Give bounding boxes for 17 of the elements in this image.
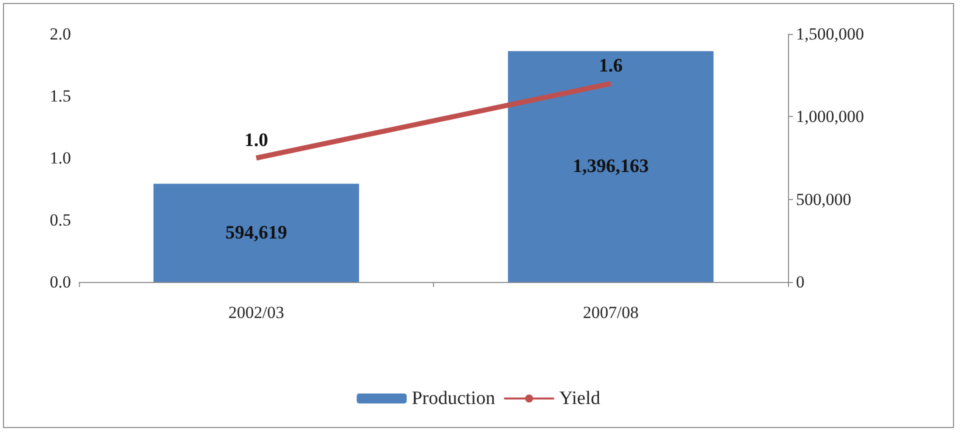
legend-label: Production <box>412 388 496 409</box>
y2-tick-label: 1,500,000 <box>796 24 864 44</box>
x-tick-label: 2002/03 <box>228 303 284 322</box>
data-label: 1,396,163 <box>572 156 649 178</box>
y2-tick-label: 1,000,000 <box>796 107 864 126</box>
y-tick-label: 2.0 <box>50 24 71 44</box>
y-tick-label: 1.0 <box>50 148 71 168</box>
y2-tick-label: 500,000 <box>796 190 852 209</box>
data-label: 1.6 <box>598 56 623 77</box>
x-tick-label: 2007/08 <box>582 303 639 322</box>
y-tick-label: 1.5 <box>50 86 71 106</box>
y-tick-label: 0.0 <box>50 272 71 292</box>
y2-tick-label: 0 <box>796 272 804 292</box>
data-label: 594,619 <box>225 222 288 244</box>
data-label: 1.0 <box>244 130 268 151</box>
y-tick-label: 0.5 <box>50 210 71 230</box>
legend-label: Yield <box>559 388 601 409</box>
